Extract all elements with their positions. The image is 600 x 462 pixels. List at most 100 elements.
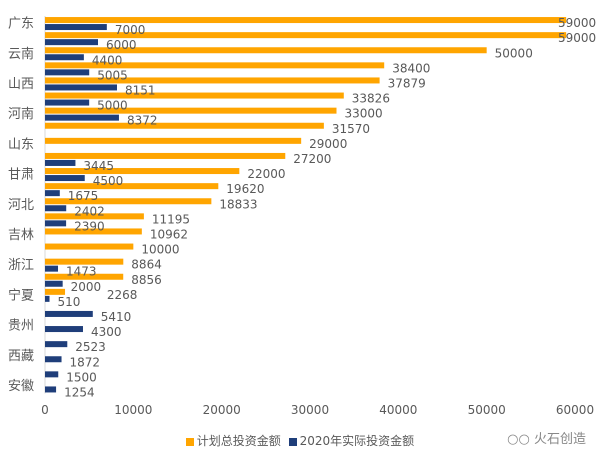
category-label: 安徽	[8, 379, 34, 394]
data-label: 3445	[83, 159, 114, 173]
x-tick-label: 40000	[379, 403, 417, 417]
data-label: 19620	[226, 182, 264, 196]
data-label: 1254	[64, 385, 95, 399]
bar-actual	[45, 386, 57, 393]
wechat-icon: ○○	[507, 432, 530, 447]
data-label: 2402	[74, 204, 105, 218]
bar-planned	[45, 62, 385, 69]
data-label: 8864	[131, 258, 162, 272]
bar-planned	[45, 198, 212, 205]
data-label: 7000	[115, 23, 146, 37]
bar-actual	[45, 280, 63, 287]
category-label: 浙江	[8, 258, 34, 273]
data-label: 11195	[152, 212, 190, 226]
bar-planned	[45, 122, 324, 129]
data-label: 1675	[68, 189, 99, 203]
x-tick-label: 50000	[468, 403, 506, 417]
bar-actual	[45, 310, 93, 317]
legend-label: 2020年实际投资金额	[299, 434, 415, 448]
data-label: 2000	[71, 280, 102, 294]
category-label: 广东	[8, 17, 34, 32]
legend-item-actual: 2020年实际投资金额	[288, 434, 415, 448]
category-label: 河北	[8, 198, 34, 213]
watermark-text: 火石创造	[533, 432, 586, 447]
bar-actual	[45, 356, 62, 363]
data-label: 10000	[141, 243, 179, 257]
data-label: 4400	[92, 53, 123, 67]
data-label: 1500	[66, 370, 97, 384]
data-label: 33826	[352, 92, 390, 106]
watermark: ○○ 火石创造	[507, 428, 586, 447]
data-label: 18833	[219, 197, 257, 211]
category-label: 宁夏	[8, 287, 34, 303]
category-label: 云南	[8, 46, 34, 62]
data-label: 8856	[131, 273, 162, 287]
x-tick-label: 20000	[203, 403, 241, 417]
bar-actual	[45, 371, 59, 378]
category-label: 西藏	[8, 349, 34, 364]
bar-actual	[45, 220, 67, 227]
bar-planned	[45, 243, 134, 250]
data-label: 37879	[388, 76, 426, 90]
bar-planned	[45, 183, 219, 190]
x-tick-label: 10000	[114, 403, 152, 417]
data-label: 2268	[107, 288, 138, 302]
category-label: 河南	[8, 106, 34, 122]
bar-actual	[45, 24, 107, 31]
bar-actual	[45, 175, 85, 182]
bar-actual	[45, 205, 67, 212]
data-label: 10962	[150, 227, 188, 241]
bar-actual	[45, 84, 118, 91]
bar-planned	[45, 77, 380, 84]
data-label: 29000	[309, 137, 347, 151]
legend-swatch-planned	[185, 437, 194, 446]
bar-actual	[45, 341, 68, 348]
category-label: 甘肃	[8, 168, 34, 183]
data-label: 59000	[558, 16, 596, 30]
data-label: 1872	[70, 355, 101, 369]
bar-actual	[45, 326, 83, 333]
bar-planned	[45, 213, 144, 220]
x-tick-label: 60000	[556, 403, 594, 417]
legend-item-planned: 计划总投资金额	[185, 434, 281, 448]
bar-actual	[45, 265, 59, 272]
data-label: 2523	[75, 340, 106, 354]
data-label: 5410	[101, 310, 132, 324]
data-label: 59000	[558, 31, 596, 45]
data-label: 33000	[345, 107, 383, 121]
data-label: 38400	[392, 61, 430, 75]
data-label: 31570	[332, 122, 370, 136]
bar-planned	[45, 273, 124, 280]
bar-actual	[45, 295, 50, 302]
legend-swatch-actual	[288, 437, 297, 446]
bar-actual	[45, 190, 60, 197]
bar-planned	[45, 258, 124, 265]
category-label: 山西	[8, 77, 34, 92]
data-label: 8372	[127, 114, 158, 128]
bar-actual	[45, 159, 76, 166]
data-label: 2390	[74, 219, 105, 233]
data-label: 6000	[106, 38, 137, 52]
bar-planned	[45, 152, 286, 159]
data-label: 4300	[91, 325, 122, 339]
legend: 计划总投资金额 2020年实际投资金额	[0, 432, 600, 449]
bar-planned	[45, 168, 240, 175]
bar-actual	[45, 39, 98, 46]
bar-actual	[45, 69, 90, 76]
data-label: 1473	[66, 265, 97, 279]
bar-planned	[45, 92, 344, 99]
bar-planned	[45, 107, 337, 114]
bar-planned	[45, 47, 487, 54]
x-tick-label: 0	[41, 403, 49, 417]
category-label: 山东	[8, 137, 34, 152]
legend-label: 计划总投资金额	[196, 434, 281, 448]
bar-planned	[45, 137, 302, 144]
bar-planned	[45, 228, 142, 235]
bar-actual	[45, 54, 84, 61]
data-label: 4500	[93, 174, 124, 188]
category-label: 贵州	[8, 319, 34, 334]
data-label: 8151	[125, 83, 156, 97]
data-label: 27200	[293, 152, 331, 166]
data-label: 22000	[247, 167, 285, 181]
data-label: 5000	[97, 99, 128, 113]
